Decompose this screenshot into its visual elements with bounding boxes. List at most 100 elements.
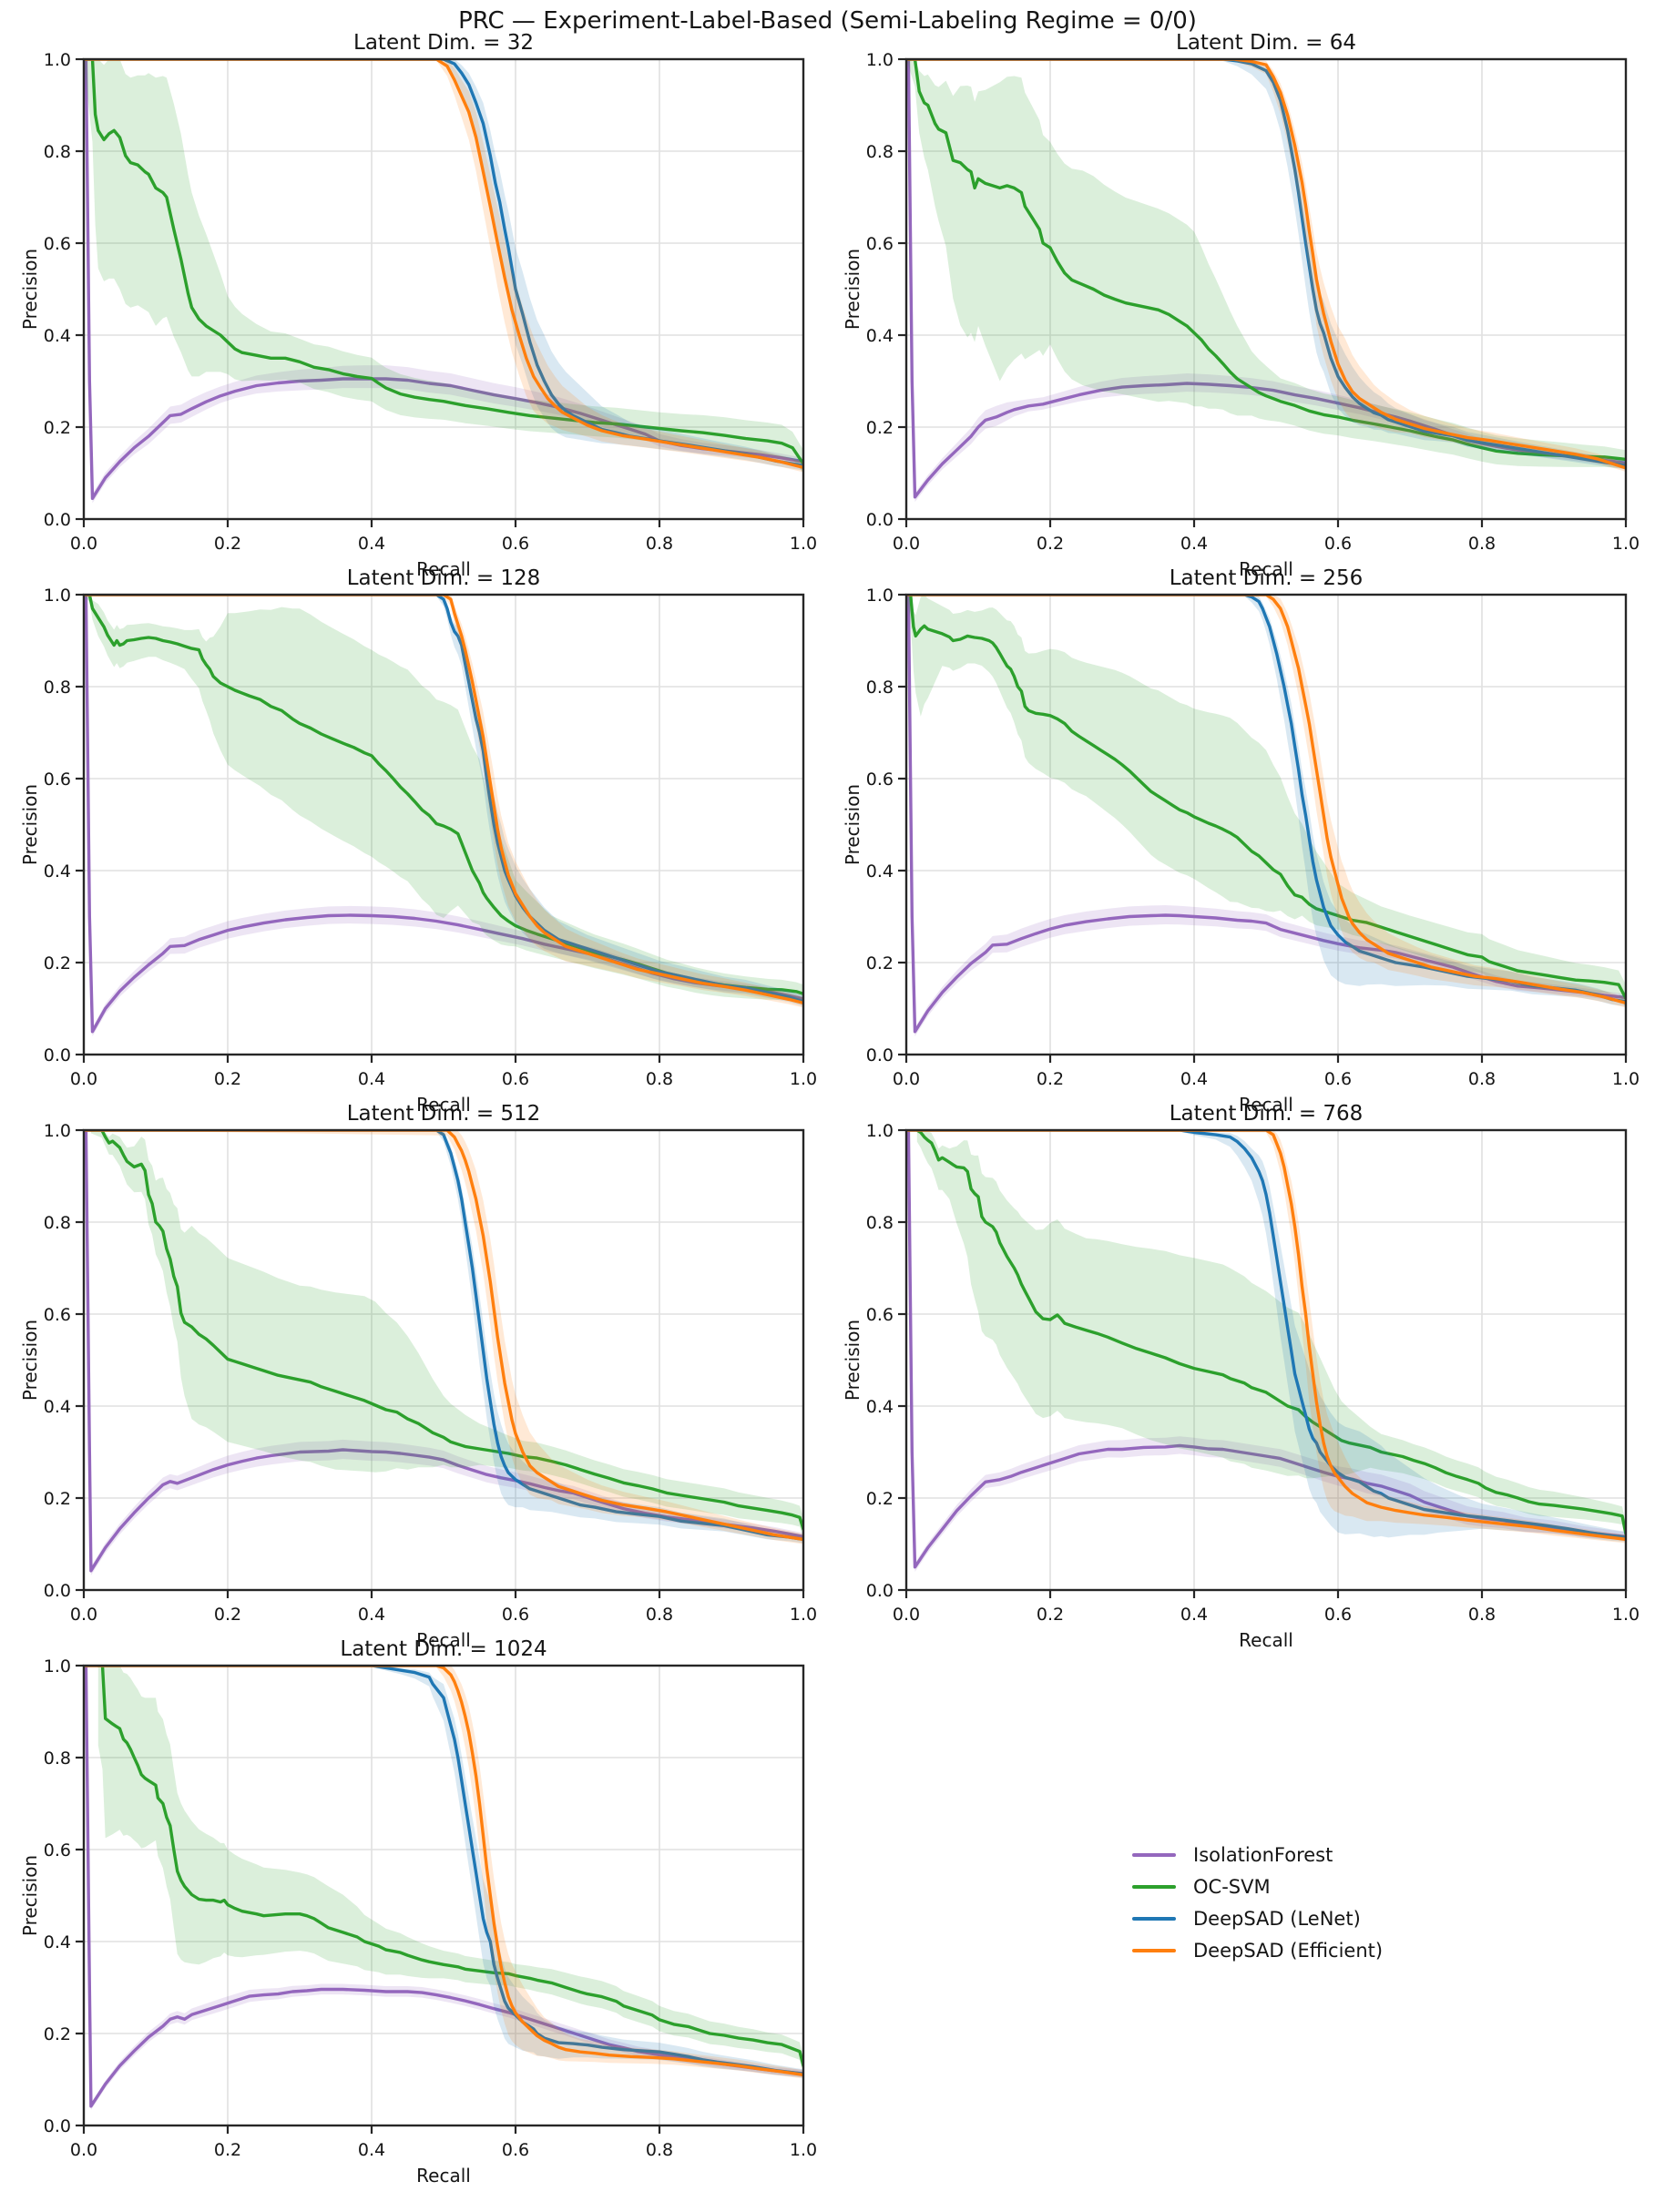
x-tick-label: 0.6 (1324, 534, 1352, 554)
y-tick-label: 0.4 (44, 326, 71, 346)
x-tick-label: 0.0 (893, 534, 920, 554)
legend: IsolationForest OC-SVM DeepSAD (LeNet) D… (1132, 1845, 1383, 1961)
y-tick-label: 0.4 (866, 1397, 894, 1417)
x-tick-label: 0.4 (1180, 1069, 1208, 1089)
axes-spines (904, 57, 1628, 521)
panel-latent-dim-768: 0.0 0.0 0.2 0.2 0.4 0.4 0.6 0.6 0.8 0.8 1.0 1.0 Late… (842, 1102, 1640, 1651)
y-tick-label: 0.6 (44, 770, 71, 790)
band-isolationforest (86, 59, 803, 504)
tick-marks (76, 1664, 805, 2134)
gridlines (84, 595, 803, 1055)
line-deepsad-efficient- (84, 59, 803, 470)
x-tick-label: 0.6 (502, 534, 529, 554)
band-oc-svm (97, 1666, 803, 2074)
y-axis-label: Precision (19, 1320, 41, 1401)
tick-marks (898, 1128, 1628, 1598)
y-tick-label: 0.6 (44, 1305, 71, 1325)
band-deepsad-lenet- (906, 1130, 1626, 1542)
line-oc-svm (915, 1130, 1626, 1536)
x-tick-label: 0.2 (214, 534, 241, 554)
line-deepsad-lenet- (84, 1130, 803, 1542)
gridlines (84, 1130, 803, 1590)
x-tick-label: 1.0 (790, 534, 817, 554)
legend-line-swatch-green (1132, 1885, 1176, 1889)
band-isolationforest (908, 595, 1626, 1036)
y-tick-label: 0.4 (866, 326, 894, 346)
axes-spines (82, 1664, 805, 2127)
x-tick-label: 0.2 (214, 2140, 241, 2160)
line-deepsad-lenet- (84, 1666, 803, 2076)
y-tick-label: 0.8 (866, 678, 894, 698)
legend-line-swatch-purple (1132, 1853, 1176, 1857)
panel-title: Latent Dim. = 64 (1176, 31, 1356, 55)
y-axis-label: Precision (19, 249, 41, 330)
y-tick-label: 0.0 (866, 510, 894, 530)
legend-label: DeepSAD (LeNet) (1193, 1908, 1361, 1930)
x-tick-label: 0.2 (1037, 534, 1064, 554)
y-tick-label: 0.0 (866, 1581, 894, 1601)
x-tick-label: 1.0 (1612, 1069, 1640, 1089)
x-tick-label: 0.8 (646, 1605, 673, 1625)
band-isolationforest (86, 1130, 803, 1575)
x-tick-label: 0.0 (893, 1069, 920, 1089)
y-tick-label: 0.4 (866, 861, 894, 882)
x-tick-label: 0.0 (70, 534, 97, 554)
panel-latent-dim-128: 0.0 0.0 0.2 0.2 0.4 0.4 0.6 0.6 0.8 0.8 1.0 1.0 Late… (19, 566, 817, 1116)
x-tick-label: 1.0 (790, 1069, 817, 1089)
y-tick-label: 0.6 (866, 234, 894, 254)
y-tick-label: 0.8 (44, 1748, 71, 1769)
x-tick-label: 0.0 (70, 2140, 97, 2160)
y-tick-label: 0.0 (866, 1045, 894, 1065)
line-deepsad-efficient- (84, 1666, 803, 2077)
y-tick-label: 1.0 (866, 50, 894, 70)
band-oc-svm (84, 595, 803, 1004)
band-isolationforest (908, 59, 1626, 503)
y-tick-label: 1.0 (44, 1656, 71, 1677)
y-axis-label: Precision (19, 1855, 41, 1936)
legend-line-swatch-orange (1132, 1949, 1176, 1952)
x-tick-label: 0.0 (893, 1605, 920, 1625)
x-tick-label: 0.4 (1180, 534, 1208, 554)
y-axis-label: Precision (19, 784, 41, 865)
x-tick-label: 1.0 (1612, 534, 1640, 554)
x-tick-label: 0.2 (214, 1605, 241, 1625)
y-tick-label: 0.0 (44, 510, 71, 530)
gridlines (84, 1666, 803, 2125)
panel-title: Latent Dim. = 512 (347, 1102, 541, 1126)
y-tick-label: 1.0 (866, 586, 894, 606)
tick-marks (898, 57, 1628, 527)
axes-spines (904, 1128, 1628, 1592)
tick-marks (76, 593, 805, 1063)
legend-label: IsolationForest (1193, 1844, 1333, 1866)
legend-item-deepsad-efficient: DeepSAD (Efficient) (1132, 1941, 1383, 1961)
x-tick-label: 0.8 (646, 1069, 673, 1089)
line-deepsad-efficient- (906, 59, 1626, 470)
y-tick-label: 0.2 (44, 953, 71, 973)
line-isolationforest (906, 1130, 1626, 1569)
legend-item-deepsad-lenet: DeepSAD (LeNet) (1132, 1909, 1383, 1929)
y-tick-label: 0.8 (44, 1213, 71, 1233)
y-tick-label: 0.2 (44, 418, 71, 438)
tick-marks (898, 593, 1628, 1063)
tick-marks (76, 1128, 805, 1598)
gridlines (906, 1130, 1626, 1590)
band-oc-svm (906, 59, 1626, 469)
band-oc-svm (916, 1130, 1626, 1543)
line-deepsad-lenet- (906, 1130, 1626, 1539)
x-axis-label: Recall (416, 2165, 471, 2187)
y-tick-label: 0.8 (44, 142, 71, 162)
x-tick-label: 1.0 (790, 2140, 817, 2160)
y-tick-label: 0.6 (44, 1840, 71, 1860)
band-oc-svm (906, 595, 1626, 1008)
x-tick-label: 0.8 (646, 534, 673, 554)
x-tick-label: 0.4 (1180, 1605, 1208, 1625)
x-tick-label: 0.8 (1468, 1069, 1496, 1089)
x-tick-label: 0.8 (1468, 1605, 1496, 1625)
gridlines (906, 595, 1626, 1055)
line-deepsad-efficient- (84, 1130, 803, 1542)
y-tick-label: 0.8 (44, 678, 71, 698)
legend-item-isolationforest: IsolationForest (1132, 1845, 1383, 1865)
legend-label: DeepSAD (Efficient) (1193, 1940, 1384, 1962)
line-oc-svm (97, 1666, 803, 2068)
x-tick-label: 0.0 (70, 1069, 97, 1089)
